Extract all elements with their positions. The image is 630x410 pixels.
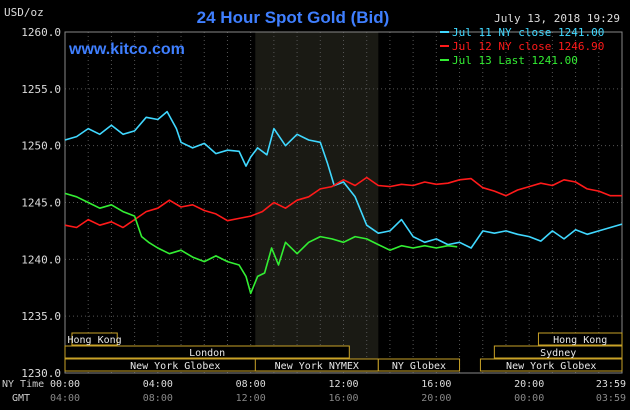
x-tick-gmt: 16:00 <box>328 393 358 404</box>
legend-label: Jul 11 NY close 1241.00 <box>452 26 604 39</box>
grid-lines <box>65 32 622 373</box>
plot-border <box>64 31 623 374</box>
gmt-label: GMT <box>12 393 30 404</box>
x-tick-ny: 00:00 <box>50 379 80 390</box>
y-tick-label: 1250.0 <box>21 140 61 153</box>
site-url[interactable]: www.kitco.com <box>68 41 185 58</box>
series-line <box>64 110 623 249</box>
market-session-box <box>377 358 461 372</box>
y-tick-label: 1230.0 <box>21 367 61 380</box>
x-tick-ny: 16:00 <box>421 379 451 390</box>
x-tick-ny: 23:59 <box>596 379 626 390</box>
ny-time-label: NY Time <box>2 379 44 390</box>
chart-title: 24 Hour Spot Gold (Bid) <box>197 8 390 27</box>
market-session-label: London <box>189 348 225 359</box>
series-line <box>64 176 622 229</box>
x-tick-gmt: 04:00 <box>50 393 80 404</box>
series-line <box>64 192 458 295</box>
x-tick-ny: 12:00 <box>328 379 358 390</box>
market-session-label: New York NYMEX <box>275 361 359 372</box>
x-tick-ny: 20:00 <box>514 379 544 390</box>
x-tick-ny: 04:00 <box>143 379 173 390</box>
market-sessions: Hong Kong London New York Globex New York N… <box>64 332 623 372</box>
market-session-box <box>493 345 623 359</box>
market-session-box <box>479 358 623 372</box>
market-session-box <box>64 345 350 359</box>
legend-label: Jul 13 Last 1241.00 <box>452 54 578 67</box>
y-axis-ticks: 1260.0 1255.0 1250.0 1245.0 1240.0 1235.0 1230… <box>21 26 61 380</box>
market-session-box <box>71 332 118 346</box>
y-tick-label: 1255.0 <box>21 83 61 96</box>
timestamp: July 13, 2018 19:29 <box>494 12 620 25</box>
x-tick-gmt: 20:00 <box>421 393 451 404</box>
x-axis-ticks: 00:00 04:00 08:00 12:00 16:00 20:00 23:59 04:00… <box>50 379 626 404</box>
x-tick-gmt: 08:00 <box>143 393 173 404</box>
market-session-label: New York Globex <box>130 361 220 372</box>
market-session-label: Hong Kong <box>67 335 121 346</box>
y-tick-label: 1260.0 <box>21 26 61 39</box>
market-session-label: Hong Kong <box>553 335 607 346</box>
x-tick-ny: 08:00 <box>236 379 266 390</box>
x-tick-gmt: 03:59 <box>596 393 626 404</box>
y-tick-label: 1245.0 <box>21 197 61 210</box>
market-session-label: Sydney <box>540 348 576 359</box>
x-tick-gmt: 12:00 <box>236 393 266 404</box>
y-tick-label: 1240.0 <box>21 253 61 266</box>
y-tick-label: 1235.0 <box>21 310 61 323</box>
market-session-label: NY Globex <box>392 361 446 372</box>
series-lines <box>64 110 623 295</box>
market-session-box <box>537 332 623 346</box>
y-axis-unit: USD/oz <box>4 6 44 19</box>
legend-label: Jul 12 NY close 1246.90 <box>452 40 604 53</box>
market-session-label: New York Globex <box>506 361 596 372</box>
x-tick-gmt: 00:00 <box>514 393 544 404</box>
